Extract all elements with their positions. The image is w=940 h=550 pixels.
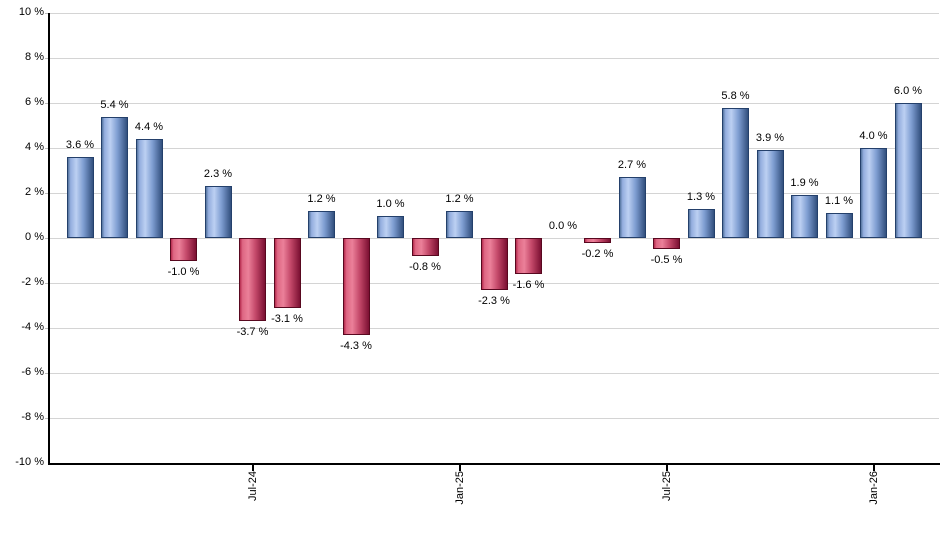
x-axis-label: Jul-24 (246, 471, 259, 501)
bar-negative (411, 238, 439, 256)
bar-negative (239, 238, 266, 322)
bar-value-label: 2.7 % (617, 159, 647, 172)
bar-value-label: 3.6 % (65, 139, 95, 151)
bar-value-label: 4.4 % (134, 121, 164, 133)
bar-positive (756, 150, 784, 238)
gridline (50, 58, 939, 59)
y-axis-tick (45, 103, 48, 104)
bar-positive (687, 208, 715, 238)
bar-value-label: 5.8 % (721, 89, 750, 102)
bar-negative (480, 238, 508, 290)
y-axis-label: -6 % (21, 366, 44, 378)
bar-value-label: 2.3 % (203, 168, 233, 181)
y-axis-tick (45, 193, 48, 194)
gridline (50, 193, 939, 194)
y-axis-label: -4 % (21, 321, 44, 333)
gridline (50, 418, 939, 419)
bar-value-label: -0.8 % (409, 261, 441, 273)
bar-value-label: -1.0 % (167, 265, 200, 278)
bar-negative (515, 238, 542, 274)
y-axis-tick (45, 328, 48, 329)
y-axis-label: 8 % (25, 51, 44, 63)
bar-negative (273, 238, 301, 308)
x-axis-label: Jan-25 (453, 471, 466, 505)
x-axis-line (48, 463, 940, 465)
bar-value-label: -0.5 % (650, 254, 683, 267)
bar-value-label: 1.9 % (790, 177, 819, 190)
gridline (50, 148, 939, 149)
bar-positive (894, 103, 922, 238)
x-axis-tick (665, 465, 668, 471)
y-axis-label: -2 % (21, 276, 44, 288)
y-axis-label: -10 % (15, 456, 44, 468)
bar-positive (446, 211, 473, 238)
bar-positive (204, 186, 232, 238)
gridline (50, 373, 939, 374)
gridline (50, 328, 939, 329)
bar-value-label: 6.0 % (893, 85, 923, 97)
y-axis-tick (45, 283, 48, 284)
y-axis-tick (45, 238, 48, 239)
bar-value-label: -3.1 % (271, 312, 303, 325)
bar-value-label: 1.2 % (307, 193, 336, 205)
bar-positive (825, 213, 853, 238)
bar-positive (860, 148, 887, 238)
gridline (50, 13, 939, 14)
y-axis-tick (45, 13, 48, 14)
bar-positive (135, 139, 163, 238)
bar-positive (101, 116, 128, 238)
y-axis-label: 0 % (25, 231, 44, 243)
y-axis-label: 4 % (25, 141, 44, 153)
bar-value-label: 1.0 % (376, 197, 405, 210)
bar-negative (342, 238, 370, 335)
x-axis-tick (458, 465, 461, 471)
bar-value-label: -0.2 % (581, 247, 614, 260)
bar-positive (66, 157, 94, 238)
bar-negative (170, 238, 197, 261)
bar-value-label: -3.7 % (236, 326, 269, 339)
bar-positive (377, 215, 404, 238)
y-axis-tick (45, 58, 48, 59)
y-axis-label: 2 % (25, 186, 44, 198)
bar-positive (791, 195, 818, 238)
bar-negative (653, 238, 680, 250)
y-axis-tick (45, 373, 48, 374)
bar-value-label: -4.3 % (340, 339, 372, 352)
bar-value-label: 3.9 % (755, 132, 785, 145)
y-axis-label: -8 % (21, 411, 44, 423)
bar-positive (722, 107, 749, 238)
y-axis-tick (45, 148, 48, 149)
y-axis-label: 10 % (18, 6, 44, 18)
y-axis-tick (45, 418, 48, 419)
bar-value-label: -2.3 % (478, 294, 510, 307)
bar-positive (618, 177, 646, 238)
bar-value-label: 5.4 % (100, 98, 129, 111)
bar-value-label: 1.2 % (445, 193, 474, 205)
y-axis-label: 6 % (25, 96, 44, 108)
x-axis-tick (872, 465, 875, 471)
bar-value-label: 4.0 % (859, 130, 888, 142)
x-axis-tick (251, 465, 254, 471)
x-axis-label: Jan-26 (867, 471, 880, 505)
bar-value-label: -1.6 % (512, 279, 545, 291)
bar-value-label: 0.0 % (548, 220, 578, 232)
bar-value-label: 1.1 % (824, 195, 854, 208)
bar-negative (584, 238, 611, 243)
x-axis-label: Jul-25 (660, 471, 673, 501)
bar-value-label: 1.3 % (686, 190, 716, 203)
y-axis-line (48, 13, 50, 465)
gridline (50, 103, 939, 104)
bar-positive (308, 211, 335, 238)
